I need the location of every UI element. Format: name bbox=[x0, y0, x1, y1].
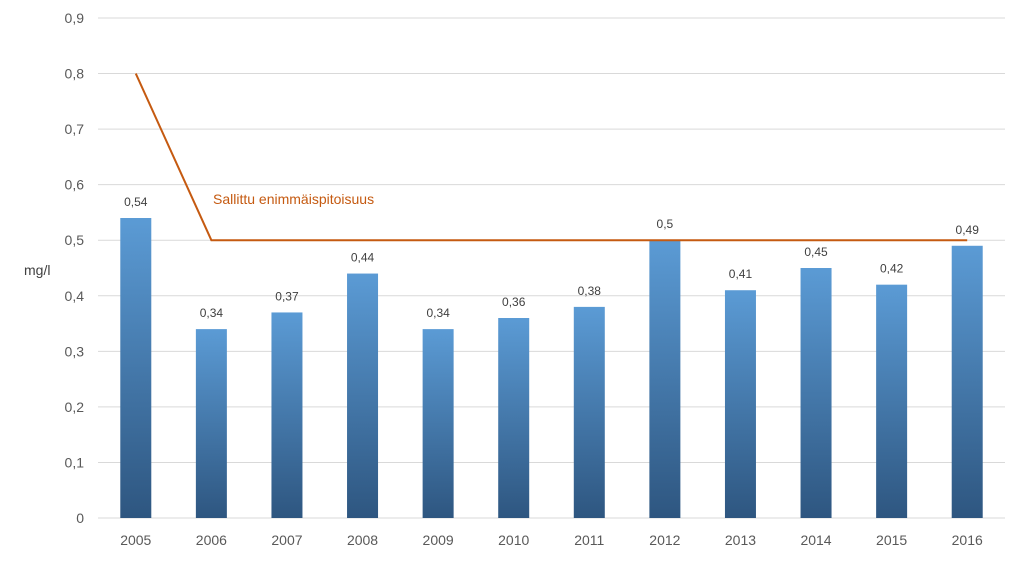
bar-data-label: 0,34 bbox=[426, 306, 450, 320]
x-tick-label: 2011 bbox=[574, 532, 604, 548]
x-tick-label: 2007 bbox=[271, 532, 302, 548]
bar bbox=[573, 306, 605, 518]
bar-data-label: 0,41 bbox=[729, 267, 753, 281]
y-tick-label: 0,3 bbox=[65, 343, 85, 359]
bar-data-label: 0,45 bbox=[804, 245, 828, 259]
bar bbox=[649, 240, 681, 518]
bar-data-label: 0,36 bbox=[502, 295, 526, 309]
bar-data-label: 0,37 bbox=[275, 289, 299, 303]
x-tick-label: 2012 bbox=[649, 532, 680, 548]
bar bbox=[347, 273, 379, 518]
x-tick-label: 2016 bbox=[952, 532, 983, 548]
y-tick-label: 0,9 bbox=[65, 10, 85, 26]
x-tick-label: 2010 bbox=[498, 532, 529, 548]
y-tick-label: 0,5 bbox=[65, 232, 85, 248]
x-tick-label: 2009 bbox=[423, 532, 454, 548]
bar-data-label: 0,54 bbox=[124, 195, 148, 209]
y-tick-label: 0 bbox=[76, 510, 84, 526]
bar-data-label: 0,38 bbox=[578, 284, 602, 298]
bar bbox=[800, 268, 832, 518]
y-tick-label: 0,2 bbox=[65, 399, 85, 415]
x-tick-label: 2013 bbox=[725, 532, 756, 548]
bar bbox=[422, 329, 454, 518]
y-tick-label: 0,8 bbox=[65, 66, 85, 82]
bar bbox=[120, 218, 152, 518]
bar-data-label: 0,42 bbox=[880, 262, 904, 276]
bar bbox=[498, 318, 530, 518]
bar-data-label: 0,5 bbox=[657, 217, 674, 231]
x-tick-label: 2015 bbox=[876, 532, 907, 548]
x-tick-label: 2014 bbox=[800, 532, 831, 548]
bar bbox=[951, 245, 983, 518]
y-tick-label: 0,6 bbox=[65, 177, 85, 193]
x-tick-label: 2006 bbox=[196, 532, 227, 548]
bar bbox=[195, 329, 227, 518]
bar bbox=[271, 312, 303, 518]
bar-data-label: 0,34 bbox=[200, 306, 224, 320]
line-series-label: Sallittu enimmäispitoisuus bbox=[213, 191, 374, 207]
y-tick-label: 0,4 bbox=[65, 288, 85, 304]
bar bbox=[876, 284, 908, 518]
bar bbox=[724, 290, 756, 518]
x-tick-label: 2008 bbox=[347, 532, 378, 548]
limit-line bbox=[134, 73, 968, 242]
y-tick-label: 0,7 bbox=[65, 121, 85, 137]
bar-data-label: 0,44 bbox=[351, 251, 375, 265]
y-tick-label: 0,1 bbox=[65, 454, 85, 470]
y-axis-label: mg/l bbox=[24, 262, 50, 278]
bar-data-label: 0,49 bbox=[956, 223, 980, 237]
x-tick-label: 2005 bbox=[120, 532, 151, 548]
